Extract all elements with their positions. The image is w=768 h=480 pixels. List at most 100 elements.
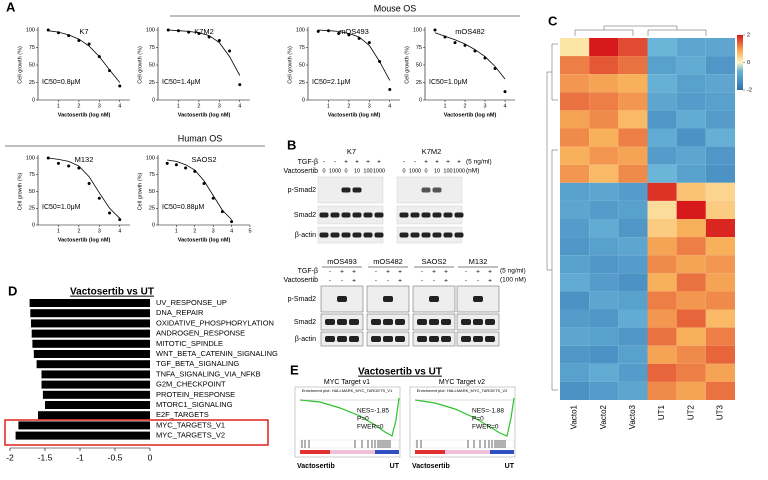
heatmap-cell xyxy=(560,255,590,274)
data-point xyxy=(211,196,215,200)
data-point xyxy=(493,67,497,70)
heatmap-cell xyxy=(676,38,706,57)
heatmap-cell xyxy=(618,74,648,93)
stat-label: NES=-1.88 xyxy=(472,408,504,415)
x-tick-label: 3 xyxy=(212,228,215,234)
heatmap-cell xyxy=(589,128,619,147)
column-label: Vacto2 xyxy=(599,404,608,429)
heatmap-cell xyxy=(676,219,706,238)
data-point xyxy=(77,39,81,42)
treatment-label: + xyxy=(476,269,480,276)
y-axis-label: Cell growth (%) xyxy=(17,173,23,211)
heatmap-cell xyxy=(618,309,648,328)
blot-band xyxy=(330,232,340,238)
heatmap-cell xyxy=(647,363,677,382)
blot-band xyxy=(352,212,362,218)
y-axis-label: Cell growth (%) xyxy=(137,173,143,211)
heatmap-cell xyxy=(647,200,677,219)
ic50-label: IC50=1.0μM xyxy=(429,79,468,86)
heatmap-cell xyxy=(647,237,677,256)
unit-label: (5 ng/ml) xyxy=(466,159,492,166)
data-point xyxy=(378,60,382,63)
treatment-label: 1000 xyxy=(409,168,421,174)
category-label: TGF_BETA_SIGNALING xyxy=(156,359,239,368)
heatmap-cell xyxy=(676,363,706,382)
data-point xyxy=(184,166,188,170)
x-tick-label: -0.5 xyxy=(108,452,123,462)
treatment-label: + xyxy=(444,269,448,276)
x-axis-label: Vactosertib (log nM) xyxy=(444,112,497,118)
heatmap-cell xyxy=(647,255,677,274)
bar xyxy=(15,431,150,440)
heatmap-cell xyxy=(618,273,648,292)
treatment-label: - xyxy=(414,159,416,166)
treatment-label: 10 xyxy=(354,168,360,174)
y-axis-label: Cell growth (%) xyxy=(404,46,410,84)
ic50-label: IC50=2.1μM xyxy=(312,79,351,86)
heatmap-cell xyxy=(705,164,735,183)
x-tick-label: 4 xyxy=(230,228,233,234)
data-point xyxy=(220,210,224,214)
x-tick-label: 4 xyxy=(238,103,241,109)
heatmap-cell xyxy=(705,309,735,328)
heatmap-cell xyxy=(560,182,590,201)
group-title: Human OS xyxy=(178,133,223,143)
heatmap-cell xyxy=(676,309,706,328)
rank-blue xyxy=(375,450,399,454)
heatmap-cell xyxy=(560,38,590,57)
heatmap-cell xyxy=(589,200,619,219)
blot-band xyxy=(383,336,393,342)
heatmap-cell xyxy=(676,200,706,219)
treatment-label: 100 xyxy=(363,168,372,174)
heatmap-cell xyxy=(705,255,735,274)
y-tick-label: 100 xyxy=(413,27,422,33)
heatmap-cell xyxy=(560,345,590,364)
data-point xyxy=(193,169,197,173)
heatmap-cell xyxy=(589,92,619,111)
heatmap-cell xyxy=(705,327,735,346)
treatment-label: + xyxy=(488,278,492,285)
treatment-label: + xyxy=(435,159,439,166)
plot-title: K7M2 xyxy=(194,27,214,36)
blot-band xyxy=(432,212,442,218)
blot-band xyxy=(371,319,381,325)
heatmap-cell xyxy=(647,309,677,328)
data-point xyxy=(388,88,392,91)
treatment-label: + xyxy=(446,159,450,166)
x-tick-label: 3 xyxy=(218,103,221,109)
category-label: MYC_TARGETS_V2 xyxy=(156,431,225,440)
heatmap-cell xyxy=(705,56,735,75)
treatment-label: + xyxy=(355,159,359,166)
heatmap-cell xyxy=(589,38,619,57)
heatmap-cell xyxy=(647,128,677,147)
data-point xyxy=(97,55,101,59)
heatmap-cell xyxy=(589,381,619,400)
heatmap-cell xyxy=(560,291,590,310)
category-label: MYC_TARGETS_V1 xyxy=(156,420,225,429)
data-point xyxy=(463,43,467,47)
blot-band xyxy=(349,336,359,342)
data-point xyxy=(207,35,211,39)
blot-band xyxy=(429,319,439,325)
x-tick-label: 2 xyxy=(347,103,350,109)
heatmap-cell xyxy=(589,327,619,346)
data-point xyxy=(503,90,507,94)
bar xyxy=(31,329,151,338)
y-tick-label: 75 xyxy=(299,45,305,51)
bar xyxy=(41,370,150,379)
axis-end-label: Vactosertib xyxy=(412,463,450,470)
y-tick-label: 0 xyxy=(152,97,155,103)
y-tick-label: 0 xyxy=(32,97,35,103)
treatment-label: - xyxy=(329,269,331,276)
blot-band xyxy=(432,232,442,238)
heatmap-cell xyxy=(705,92,735,111)
group-title: Mouse OS xyxy=(374,3,417,13)
category-label: WNT_BETA_CATENIN_SIGNALING xyxy=(156,349,278,358)
x-tick-label: 0 xyxy=(148,452,153,462)
plot-title: K7 xyxy=(79,27,88,36)
data-point xyxy=(347,33,351,37)
data-point xyxy=(108,211,112,215)
heatmap-cell xyxy=(647,92,677,111)
category-label: E2F_TARGETS xyxy=(156,410,209,419)
